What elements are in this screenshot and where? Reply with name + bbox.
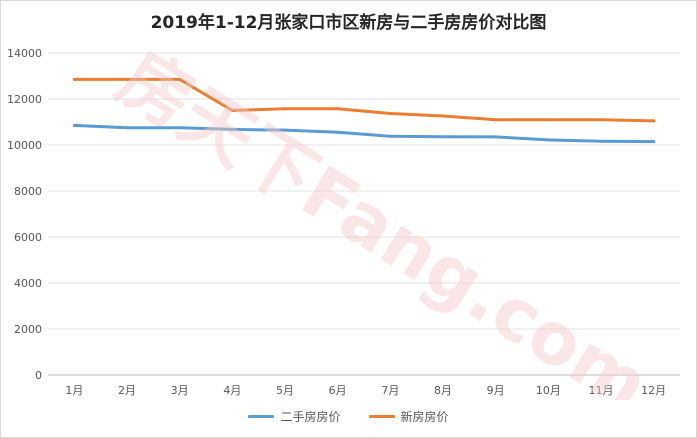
chart-title: 2019年1-12月张家口市区新房与二手房房价对比图 [150,13,547,33]
x-tick-label: 3月 [171,384,189,397]
data-point-series-1 [599,118,603,122]
data-point-series-1 [546,118,550,122]
x-tick-label: 10月 [536,384,561,397]
data-point-series-0 [599,139,603,143]
data-point-series-0 [125,126,129,130]
data-point-series-1 [230,109,234,112]
data-point-series-0 [441,135,445,139]
data-point-series-0 [336,130,340,134]
y-tick-label: 4000 [14,277,42,290]
x-tick-label: 6月 [329,384,347,397]
legend-item-series-0: 二手房房价 [248,408,341,425]
data-point-series-0 [546,138,550,142]
data-point-series-0 [72,123,76,127]
data-point-series-1 [72,77,76,81]
data-point-series-0 [494,135,498,139]
data-point-series-1 [336,107,340,111]
series-line-0 [72,123,656,144]
data-point-series-0 [652,140,656,144]
x-tick-label: 7月 [381,384,399,397]
data-point-series-1 [652,119,656,123]
legend-item-series-1: 新房房价 [368,408,449,425]
data-point-series-1 [494,118,498,122]
legend-swatch-series-1 [368,415,395,418]
data-point-series-1 [283,107,287,111]
data-point-series-0 [388,134,392,138]
data-point-series-1 [178,77,182,81]
y-tick-label: 12000 [7,93,42,106]
x-tick-label: 4月 [223,384,241,397]
y-tick-label: 0 [35,369,42,382]
data-point-series-0 [178,126,182,130]
x-tick-label: 8月 [434,384,452,397]
data-point-series-0 [230,127,234,131]
x-tick-label: 5月 [276,384,294,397]
y-tick-label: 2000 [14,323,42,336]
legend-swatch-series-0 [248,415,275,418]
chart-legend: 二手房房价 新房房价 [0,408,697,425]
y-tick-label: 8000 [14,185,42,198]
x-tick-label: 11月 [589,384,614,397]
data-point-series-1 [441,114,445,118]
legend-label-series-1: 新房房价 [400,410,449,424]
series-line-1 [72,77,656,123]
x-tick-label: 9月 [487,384,505,397]
y-tick-label: 6000 [14,231,42,244]
x-tick-label: 12月 [641,384,666,397]
data-point-series-0 [283,128,287,132]
y-tick-label: 10000 [7,139,42,152]
x-tick-label: 2月 [118,384,136,397]
data-point-series-1 [125,77,129,81]
x-tick-label: 1月 [65,384,83,397]
legend-label-series-0: 二手房房价 [280,410,341,424]
y-tick-label: 14000 [7,47,42,60]
data-point-series-1 [388,111,392,115]
